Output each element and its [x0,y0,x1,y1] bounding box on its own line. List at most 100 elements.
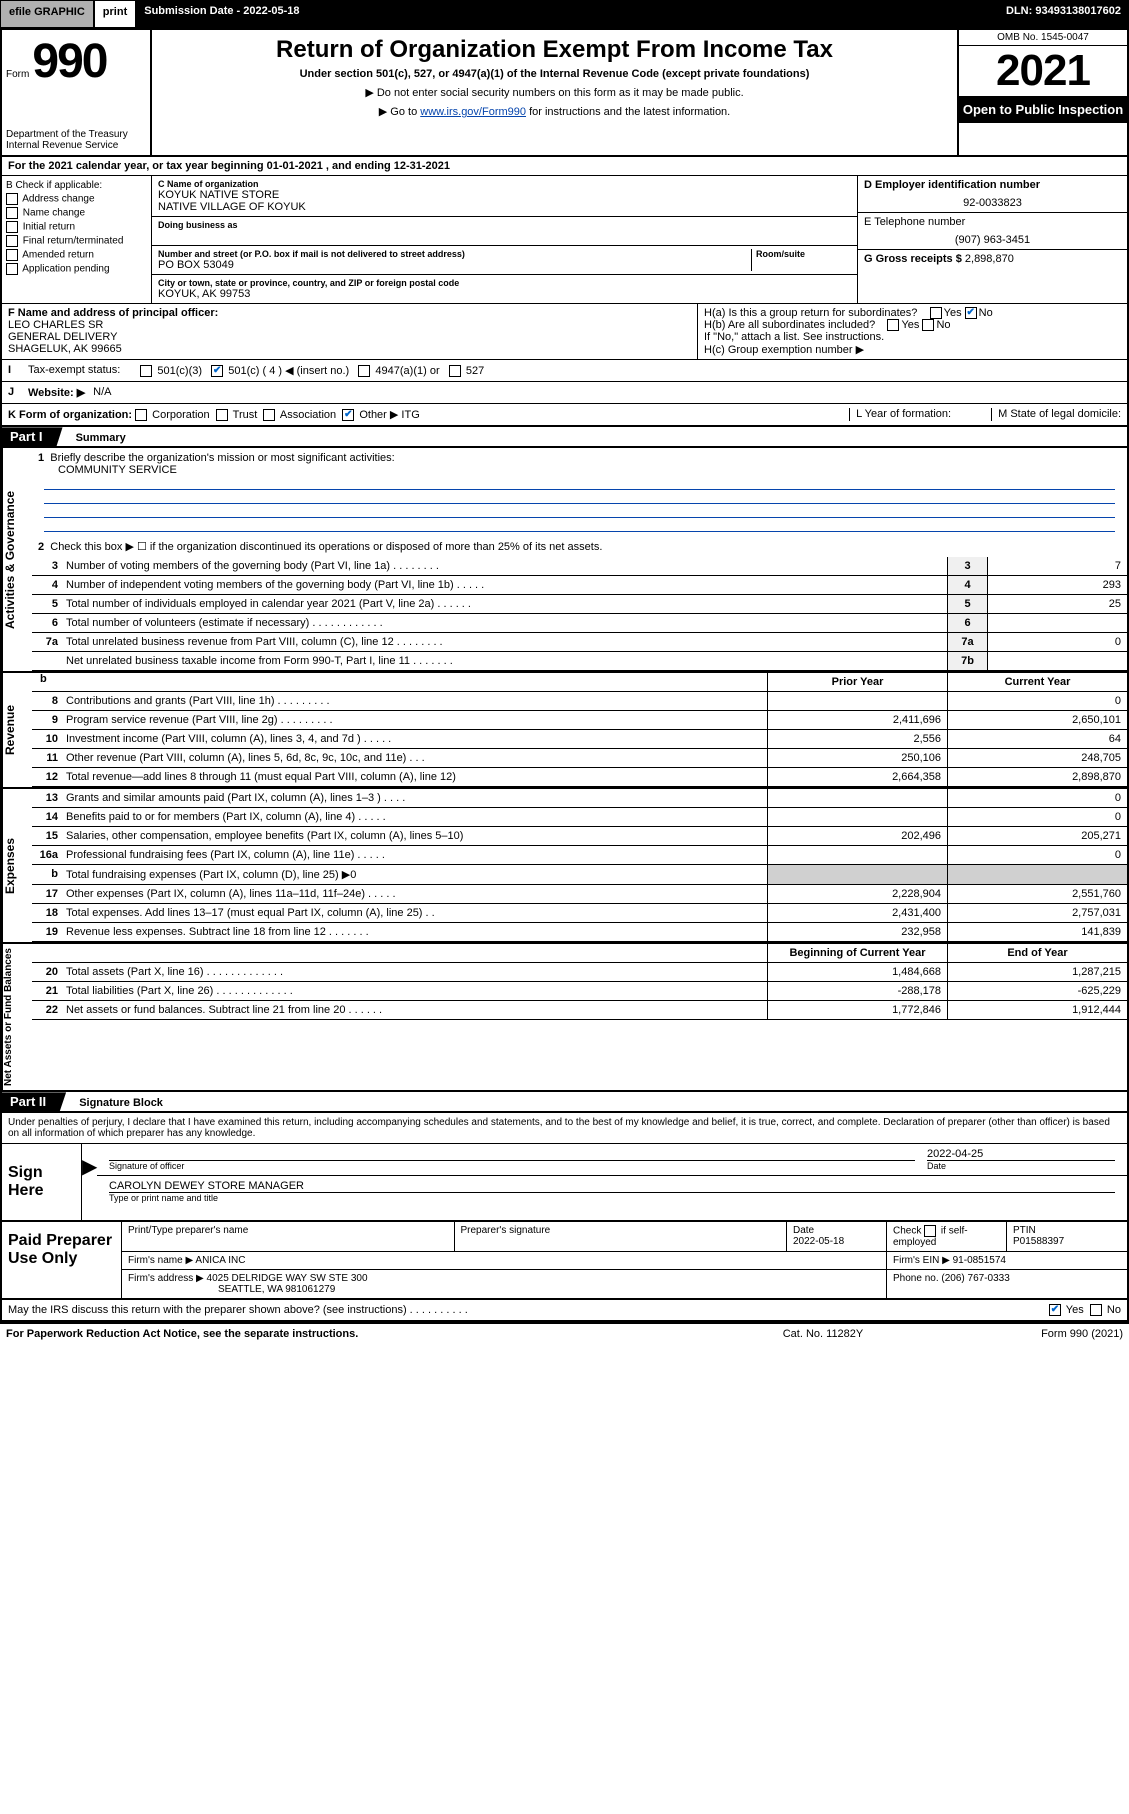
state-domicile-label: M State of legal domicile: [991,408,1121,421]
chk-final-return[interactable]: Final return/terminated [6,235,147,247]
line-text: Program service revenue (Part VIII, line… [62,711,767,729]
chk-application-pending[interactable]: Application pending [6,263,147,275]
line-num: 8 [32,692,62,710]
line-value: 25 [987,595,1127,613]
ha-yes[interactable] [930,307,942,319]
chk-4947[interactable] [358,365,370,377]
prior-year-value [767,789,947,807]
header-begin-year: Beginning of Current Year [767,944,947,962]
opt-assoc: Association [280,409,336,421]
opt-527: 527 [466,365,484,377]
line-text: Total fundraising expenses (Part IX, col… [62,865,767,884]
chk-corp[interactable] [135,409,147,421]
line-text: Total expenses. Add lines 13–17 (must eq… [62,904,767,922]
hb-note: If "No," attach a list. See instructions… [704,331,1121,343]
part1-title: Summary [66,432,126,444]
chk-self-employed[interactable] [924,1225,936,1237]
line-text: Contributions and grants (Part VIII, lin… [62,692,767,710]
ha-no[interactable] [965,307,977,319]
form-subtitle: Under section 501(c), 527, or 4947(a)(1)… [158,68,951,80]
chk-initial-return[interactable]: Initial return [6,221,147,233]
row-j-letter: J [8,386,28,399]
print-button[interactable]: print [94,0,136,28]
prior-year-value [767,865,947,884]
header-prior-year: Prior Year [767,673,947,691]
line-ref: 7a [947,633,987,651]
line-num: b [32,865,62,884]
chk-address-change[interactable]: Address change [6,193,147,205]
line-value: 7 [987,557,1127,575]
line-num: 10 [32,730,62,748]
gross-label: G Gross receipts $ [864,253,962,265]
tel-value: (907) 963-3451 [864,234,1121,246]
tax-exempt-label: Tax-exempt status: [28,364,120,377]
part2-header: Part II [2,1092,66,1111]
form-prefix: Form [6,69,29,80]
line-text: Total number of individuals employed in … [62,595,947,613]
firm-ein: 91-0851574 [953,1255,1006,1266]
line-text: Investment income (Part VIII, column (A)… [62,730,767,748]
prior-year-value [767,808,947,826]
line-ref: 5 [947,595,987,613]
form-org-label: K Form of organization: [8,409,132,421]
line-text: Grants and similar amounts paid (Part IX… [62,789,767,807]
line-value [987,614,1127,632]
prior-year-value: 2,411,696 [767,711,947,729]
current-year-value [947,865,1127,884]
line-num: 4 [32,576,62,594]
chk-527[interactable] [449,365,461,377]
department-label: Department of the Treasury Internal Reve… [6,129,146,151]
irs-link[interactable]: www.irs.gov/Form990 [420,106,526,118]
line-num: 22 [32,1001,62,1019]
chk-trust[interactable] [216,409,228,421]
lbl-name-change: Name change [23,208,85,219]
chk-assoc[interactable] [263,409,275,421]
current-year-value: 205,271 [947,827,1127,845]
discuss-no[interactable] [1090,1304,1102,1316]
chk-other[interactable] [342,409,354,421]
line-text: Total revenue—add lines 8 through 11 (mu… [62,768,767,786]
line-num [32,652,62,670]
ha-label: H(a) Is this a group return for subordin… [704,307,1121,319]
firm-name-label: Firm's name ▶ [128,1255,193,1266]
lbl-amended: Amended return [22,250,94,261]
opt-other: Other ▶ [359,409,398,421]
efile-button[interactable]: efile GRAPHIC [0,0,94,28]
line-text: Total unrelated business revenue from Pa… [62,633,947,651]
line-value: 0 [987,633,1127,651]
line-num: 16a [32,846,62,864]
chk-501c[interactable] [211,365,223,377]
firm-addr1: 4025 DELRIDGE WAY SW STE 300 [207,1273,368,1284]
tel-label: E Telephone number [864,216,1121,228]
chk-amended[interactable]: Amended return [6,249,147,261]
current-year-value: 248,705 [947,749,1127,767]
org-name-1: KOYUK NATIVE STORE [158,189,851,201]
ptin-value: P01588397 [1013,1236,1064,1247]
line-ref: 3 [947,557,987,575]
hb-yes[interactable] [887,319,899,331]
org-address: PO BOX 53049 [158,259,751,271]
discuss-yes[interactable] [1049,1304,1061,1316]
line-value [987,652,1127,670]
chk-501c3[interactable] [140,365,152,377]
ein-value: 92-0033823 [864,197,1121,209]
lbl-initial-return: Initial return [23,222,75,233]
current-year-value: 141,839 [947,923,1127,941]
org-name-2: NATIVE VILLAGE OF KOYUK [158,201,851,213]
line-num: 12 [32,768,62,786]
firm-addr2: SEATTLE, WA 981061279 [218,1284,335,1295]
tax-exempt-options: 501(c)(3) 501(c) ( 4 ) ◀ (insert no.) 49… [140,364,484,377]
hb-label: H(b) Are all subordinates included? Yes … [704,319,1121,331]
hb-no[interactable] [922,319,934,331]
submission-date: Submission Date - 2022-05-18 [136,0,998,28]
line-num: 21 [32,982,62,1000]
prep-sig-label: Preparer's signature [455,1222,788,1251]
prior-year-value: 1,772,846 [767,1001,947,1019]
chk-name-change[interactable]: Name change [6,207,147,219]
lbl-final-return: Final return/terminated [23,236,124,247]
ein-label: D Employer identification number [864,179,1121,191]
dln-label: DLN: 93493138017602 [998,0,1129,28]
current-year-value: 0 [947,692,1127,710]
current-year-value: 2,898,870 [947,768,1127,786]
tax-year: 2021 [959,46,1127,96]
